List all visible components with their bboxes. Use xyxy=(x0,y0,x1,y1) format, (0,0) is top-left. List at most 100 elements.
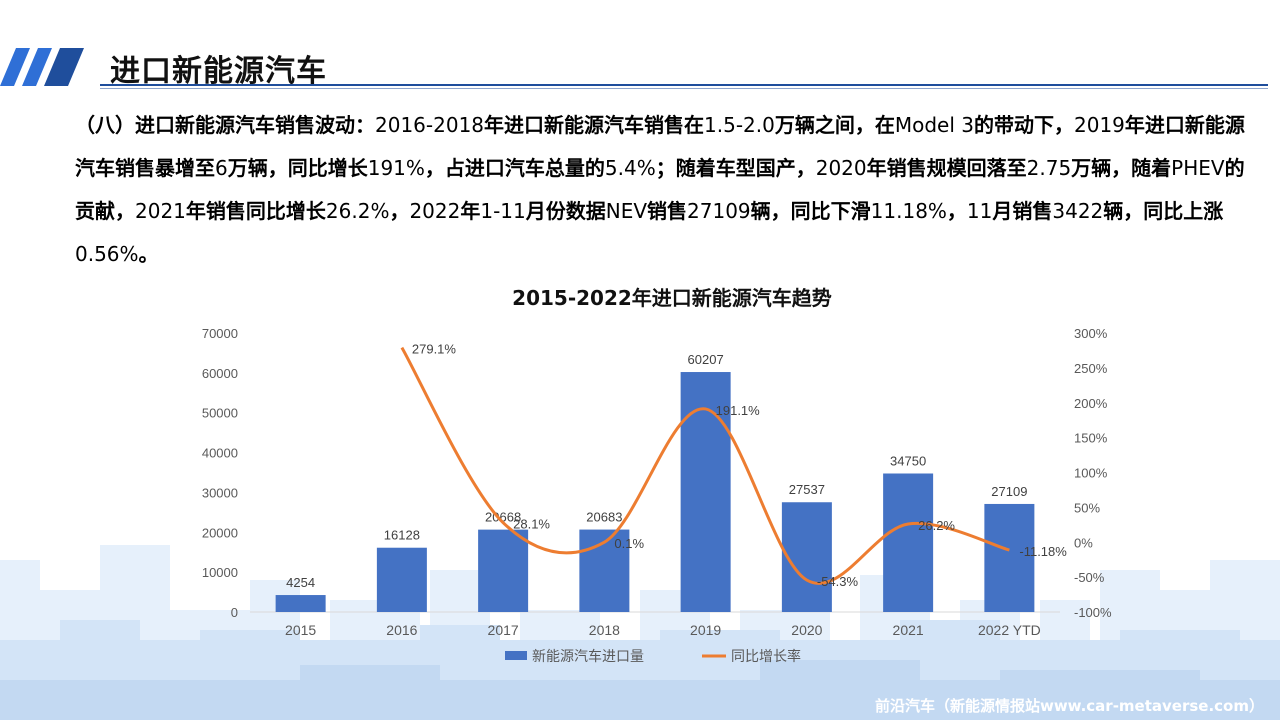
description-segment: 销售 xyxy=(647,199,688,223)
x-tick-label: 2021 xyxy=(893,622,924,638)
bar-value-label: 34750 xyxy=(890,453,926,468)
description-segment: ， xyxy=(389,199,410,223)
description-segment: 。 xyxy=(138,242,159,266)
bar-value-label: 20683 xyxy=(586,510,622,525)
y-right-tick-label: 150% xyxy=(1074,431,1108,446)
description-segment: 11.18% xyxy=(870,199,947,223)
bar-value-label: 27109 xyxy=(991,484,1027,499)
description-segment: 万辆之间，在 xyxy=(774,113,895,137)
description-segment: 年 xyxy=(460,199,481,223)
y-right-tick-label: 200% xyxy=(1074,396,1108,411)
description-segment: 2022 xyxy=(409,199,461,223)
description-segment: 万辆，随着 xyxy=(1071,156,1172,180)
y-left-tick-label: 30000 xyxy=(202,485,238,500)
y-left-tick-label: 70000 xyxy=(202,326,238,341)
description-segment: 1-11 xyxy=(480,199,526,223)
y-right-tick-label: 300% xyxy=(1074,326,1108,341)
bar-value-label: 27537 xyxy=(789,482,825,497)
y-right-tick-label: 0% xyxy=(1074,535,1093,550)
y-left-tick-label: 0 xyxy=(231,605,238,620)
header-divider-thin xyxy=(100,88,1268,89)
x-tick-label: 2015 xyxy=(285,622,316,638)
line-value-label: 0.1% xyxy=(614,536,644,551)
bar-2020 xyxy=(781,502,832,612)
description-segment: ， xyxy=(946,199,967,223)
y-left-tick-label: 40000 xyxy=(202,446,238,461)
description-segment: 月份数据 xyxy=(525,199,606,223)
page-title: 进口新能源汽车 xyxy=(110,54,327,89)
bar-2021 xyxy=(883,473,934,612)
description-segment: 年进口新能源汽车销售暴增至 xyxy=(75,113,1245,180)
description-paragraph: （八）进口新能源汽车销售波动：2016-2018年进口新能源汽车销售在1.5-2… xyxy=(75,104,1255,276)
header-stripes-icon xyxy=(0,48,84,86)
description-segment: （八）进口新能源汽车销售波动： xyxy=(75,113,375,137)
y-left-tick-label: 20000 xyxy=(202,525,238,540)
header-divider xyxy=(100,84,1268,86)
description-segment: 2021 xyxy=(135,199,186,223)
description-segment: 11 xyxy=(966,199,993,223)
x-tick-label: 2018 xyxy=(589,622,620,638)
description-segment: 月销售 xyxy=(992,199,1053,223)
line-value-label: -54.3% xyxy=(817,574,859,589)
description-segment: 6 xyxy=(215,156,228,180)
legend-line-label: 同比增长率 xyxy=(731,648,801,664)
x-tick-label: 2016 xyxy=(386,622,417,638)
bar-2017 xyxy=(478,529,529,612)
description-segment: 2019 xyxy=(1074,113,1125,137)
description-segment: NEV xyxy=(605,199,648,223)
description-segment: 的带动下， xyxy=(974,113,1074,137)
description-segment: ；随着车型国产， xyxy=(655,156,816,180)
bar-value-label: 16128 xyxy=(384,528,420,543)
description-segment: 26.2% xyxy=(325,199,390,223)
x-tick-label: 2019 xyxy=(690,622,721,638)
bar-2022-ytd xyxy=(984,503,1035,612)
line-value-label: -11.18% xyxy=(1019,544,1067,559)
line-value-label: 279.1% xyxy=(412,342,457,357)
x-tick-label: 2017 xyxy=(488,622,519,638)
description-segment: 2016-2018 xyxy=(375,113,485,137)
y-right-tick-label: -50% xyxy=(1074,570,1105,585)
description-segment: Model 3 xyxy=(894,113,974,137)
description-segment: 191% xyxy=(367,156,425,180)
description-segment: 万辆，同比增长 xyxy=(227,156,368,180)
legend-bar-label: 新能源汽车进口量 xyxy=(532,648,644,664)
growth-rate-line xyxy=(400,346,1010,585)
y-right-tick-label: 100% xyxy=(1074,466,1108,481)
x-tick-label: 2022 YTD xyxy=(978,622,1041,638)
bar-value-label: 60207 xyxy=(688,352,724,367)
description-segment: 的贡献， xyxy=(75,156,1245,223)
description-segment: 年进口新能源汽车销售在 xyxy=(484,113,705,137)
description-segment: 5.4% xyxy=(604,156,656,180)
bar-2019 xyxy=(680,372,731,612)
description-segment: PHEV xyxy=(1171,156,1225,180)
y-left-tick-label: 10000 xyxy=(202,565,238,580)
y-right-tick-label: -100% xyxy=(1074,605,1112,620)
footer-source: 前沿汽车（新能源情报站www.car-metaverse.com） xyxy=(874,697,1264,715)
line-value-label: 26.2% xyxy=(918,518,955,533)
line-value-label: 191.1% xyxy=(716,403,761,418)
description-segment: 2020 xyxy=(815,156,867,180)
legend-bar-swatch xyxy=(505,651,527,660)
description-segment: 1.5-2.0 xyxy=(704,113,775,137)
description-segment: 0.56% xyxy=(75,242,139,266)
description-segment: 辆，同比下滑 xyxy=(750,199,871,223)
description-segment: 年销售规模回落至 xyxy=(866,156,1027,180)
chart-title: 2015-2022年进口新能源汽车趋势 xyxy=(512,286,832,310)
y-left-tick-label: 50000 xyxy=(202,406,238,421)
bar-2015 xyxy=(275,595,326,612)
bar-value-label: 4254 xyxy=(286,575,315,590)
x-tick-label: 2020 xyxy=(791,622,822,638)
description-segment: 27109 xyxy=(687,199,751,223)
line-value-label: 28.1% xyxy=(513,517,550,532)
description-segment: 辆，同比上涨 xyxy=(1103,199,1224,223)
description-segment: 3422 xyxy=(1052,199,1104,223)
bar-2016 xyxy=(376,547,427,612)
y-right-tick-label: 250% xyxy=(1074,361,1108,376)
description-segment: 年销售同比增长 xyxy=(185,199,326,223)
y-right-tick-label: 50% xyxy=(1074,500,1100,515)
description-segment: 2.75 xyxy=(1026,156,1072,180)
description-segment: ，占进口汽车总量的 xyxy=(424,156,605,180)
y-left-tick-label: 60000 xyxy=(202,366,238,381)
